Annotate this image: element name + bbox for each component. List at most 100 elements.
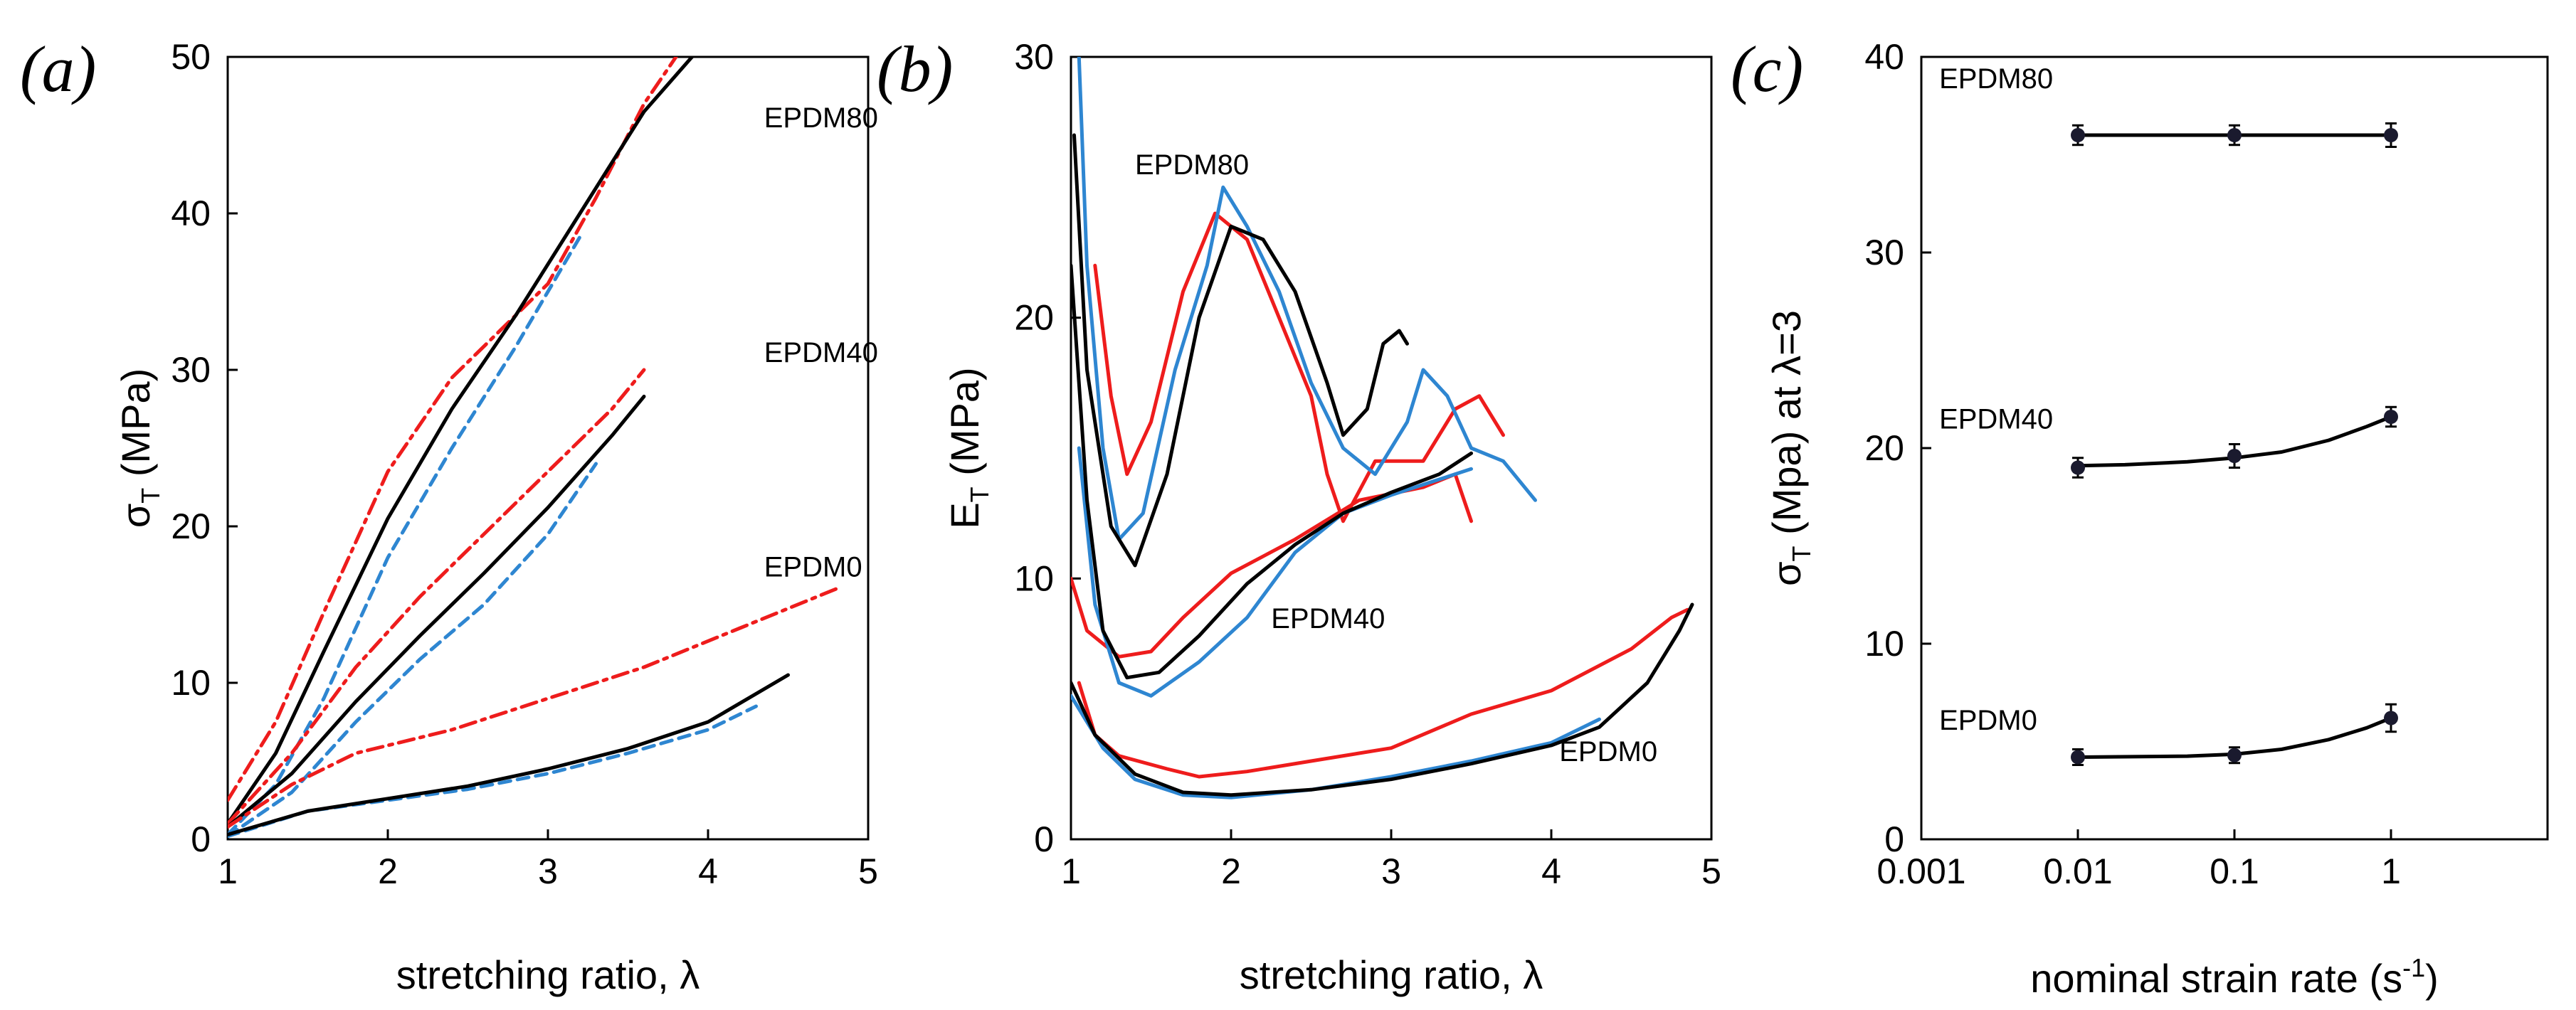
panel-b-x-tick-label-2: 3 (1381, 851, 1401, 891)
panel-a-y-tick-label-0: 0 (191, 819, 211, 859)
panel-a-y-axis-label: σT (MPa) (113, 368, 165, 528)
panel-a-curve-epdm80-blue (228, 235, 582, 836)
panel-c-point-epdm40-2 (2384, 410, 2398, 424)
panel-b-curve-epdm80-blue (1077, 57, 1537, 541)
panel-a-annotation-epdm80: EPDM80 (764, 102, 878, 134)
panel-c-point-epdm40-1 (2227, 449, 2242, 463)
panel-a-ylabel-tail: (MPa) (113, 368, 158, 488)
panel-c-x-tick-label-0: 0.001 (1876, 851, 1965, 891)
panel-c-xlabel-main: nominal strain rate (s (2030, 956, 2402, 1001)
panel-b: (b) 1 2 3 4 5 0 10 20 30 EPDM80 EPDM40 EPDM0 stret… (877, 33, 1721, 997)
panel-a-y-tick-label-5: 50 (171, 37, 211, 77)
panel-a-annotation-epdm40: EPDM40 (764, 337, 878, 368)
panel-b-curves (1071, 57, 1694, 799)
panel-c-y-tick-label-1: 10 (1864, 624, 1904, 664)
panel-c-xlabel-tail: ) (2425, 956, 2439, 1001)
panel-c-ylabel-main: σ (1764, 561, 1809, 586)
panel-c-annotation-epdm0: EPDM0 (1939, 705, 2037, 736)
panel-b-ylabel-sub: T (965, 487, 994, 502)
panel-c-ylabel-tail: (Mpa) at λ=3 (1764, 310, 1809, 546)
panel-c-fit-epdm40 (2076, 415, 2393, 468)
panel-a-x-tick-label-0: 1 (218, 851, 238, 891)
panel-c-point-epdm0-2 (2384, 711, 2398, 725)
panel-a-curve-epdm80-red (228, 57, 678, 802)
panel-c-ylabel-sub: T (1787, 546, 1816, 561)
panel-c-x-tick-label-2: 0.1 (2210, 851, 2259, 891)
panel-c-point-epdm80-1 (2227, 128, 2242, 142)
panel-b-annotation-epdm80: EPDM80 (1135, 149, 1249, 181)
panel-a-curve-epdm80-black (228, 57, 694, 826)
panel-b-label: (b) (877, 33, 953, 105)
panel-c-y-axis-label: σT (Mpa) at λ=3 (1764, 310, 1816, 586)
panel-b-curve-epdm0-red (1077, 607, 1689, 779)
panel-c-point-epdm80-2 (2384, 128, 2398, 142)
panel-c-y-tick-label-2: 20 (1864, 428, 1904, 468)
panel-b-curve-epdm80-red (1093, 211, 1505, 523)
panel-b-x-tick-label-3: 4 (1541, 851, 1561, 891)
panel-a-curve-epdm0-black (228, 673, 790, 836)
panel-b-curve-epdm40-black (1071, 263, 1473, 680)
panel-a-curves (228, 57, 838, 839)
panel-a-curve-labels: EPDM80 EPDM40 EPDM0 (764, 102, 878, 583)
panel-b-x-tick-label-0: 1 (1061, 851, 1081, 891)
panel-c-label: (c) (1731, 33, 1803, 105)
panel-b-y-tick-label-0: 0 (1034, 819, 1054, 859)
panel-b-y-axis-label: ET (MPa) (942, 367, 994, 528)
panel-b-y-tick-label-2: 20 (1014, 298, 1054, 338)
panel-a-x-tick-label-2: 3 (538, 851, 558, 891)
panel-a-annotation-epdm0: EPDM0 (764, 551, 862, 583)
panel-c-x-axis-label: nominal strain rate (s-1) (2030, 953, 2439, 1001)
panel-a-curve-epdm40-blue (228, 462, 598, 839)
panel-a-plot-frame (226, 55, 870, 841)
panel-a-y-tick-label-1: 10 (171, 663, 211, 703)
panel-a-y-tick-label-4: 40 (171, 193, 211, 233)
panel-a-x-tick-label-4: 5 (858, 851, 878, 891)
panel-c-xlabel-sup: -1 (2402, 953, 2425, 982)
panel-c-annotation-epdm40: EPDM40 (1939, 404, 2053, 435)
panel-c-y-tick-label-0: 0 (1884, 819, 1904, 859)
panel-b-ylabel-main: E (942, 502, 987, 528)
panel-b-x-tick-label-1: 2 (1221, 851, 1241, 891)
panel-a-ylabel-sub: T (136, 488, 165, 504)
panel-b-y-tick-label-3: 30 (1014, 37, 1054, 77)
panel-c-curve-labels: EPDM80 EPDM40 EPDM0 (1939, 63, 2053, 736)
panel-b-ylabel-tail: (MPa) (942, 367, 987, 487)
panel-c-fit-epdm0 (2076, 716, 2393, 759)
panel-b-ticks: 1 2 3 4 5 0 10 20 30 (1014, 37, 1721, 891)
panel-c-y-tick-label-3: 30 (1864, 233, 1904, 272)
panel-b-x-axis-label: stretching ratio, λ (1240, 952, 1543, 997)
panel-b-x-tick-label-4: 5 (1701, 851, 1721, 891)
panel-c-point-epdm80-0 (2071, 128, 2085, 142)
panel-a-curve-epdm40-red (228, 368, 646, 826)
panel-c-x-tick-label-3: 1 (2381, 851, 2401, 891)
panel-a-label: (a) (20, 33, 96, 105)
panel-b-curve-epdm40-blue (1077, 446, 1473, 698)
panel-b-curve-labels: EPDM80 EPDM40 EPDM0 (1135, 149, 1657, 767)
panel-b-annotation-epdm40: EPDM40 (1271, 603, 1385, 634)
panel-a-y-tick-label-2: 20 (171, 506, 211, 546)
panel-b-curve-epdm0-black (1071, 602, 1694, 797)
panel-c-annotation-epdm80: EPDM80 (1939, 63, 2053, 95)
panel-a-curve-epdm40-black (228, 394, 646, 829)
panel-c-point-epdm0-1 (2227, 748, 2242, 762)
panel-c-x-tick-label-1: 0.01 (2043, 851, 2112, 891)
panel-b-curve-epdm80-black (1072, 133, 1409, 568)
panel-c-point-epdm0-0 (2071, 750, 2085, 765)
panel-a-x-tick-label-3: 4 (698, 851, 718, 891)
panel-b-y-tick-label-1: 10 (1014, 558, 1054, 598)
panel-b-curve-epdm0-blue (1071, 693, 1601, 799)
panel-c-point-epdm40-0 (2071, 460, 2085, 475)
panel-a-curve-epdm0-red (228, 587, 838, 829)
panel-b-annotation-epdm0: EPDM0 (1559, 736, 1657, 767)
panel-a-ylabel-main: σ (113, 504, 158, 528)
panel-a-x-axis-label: stretching ratio, λ (396, 952, 700, 997)
panel-a-y-tick-label-3: 30 (171, 350, 211, 390)
panel-c-y-tick-label-4: 40 (1864, 37, 1904, 77)
panel-c-markers (2071, 122, 2398, 766)
panel-a-x-tick-label-1: 2 (378, 851, 398, 891)
